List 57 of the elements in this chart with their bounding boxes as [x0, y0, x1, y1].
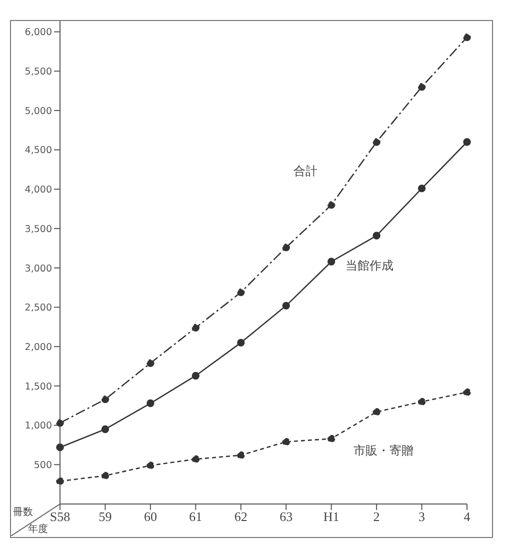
x-axis-title: 年度 [28, 522, 48, 536]
point [418, 398, 426, 406]
point [372, 408, 380, 416]
y-tick-label: 2,500 [24, 302, 52, 314]
point [463, 33, 471, 42]
series-label: 当館作成 [345, 258, 394, 273]
point [282, 438, 290, 446]
point [463, 388, 471, 396]
point [418, 83, 426, 91]
point [237, 288, 245, 296]
x-tick-label: 3 [418, 509, 426, 524]
y-tick-label: 3,000 [24, 263, 52, 274]
point [56, 477, 64, 486]
point [237, 451, 245, 460]
point [327, 434, 336, 443]
y-tick-label: 1,000 [24, 420, 52, 432]
point [146, 462, 154, 470]
point [192, 455, 200, 463]
point [56, 419, 64, 427]
text: 合計 [293, 164, 318, 178]
x-tick-label: S58 [50, 509, 70, 524]
y-tick-label: 4,500 [24, 145, 52, 156]
x-tick-label: 4 [464, 509, 471, 524]
point [101, 425, 110, 434]
y-tick-label: 4,000 [24, 184, 52, 196]
x-tick-label: 61 [189, 509, 202, 524]
y-tick-label: 3,500 [24, 224, 52, 235]
y-tick-label: 5,500 [24, 66, 52, 78]
point [418, 184, 426, 192]
point [327, 258, 336, 266]
y-axis-title: 冊数 [13, 506, 33, 519]
x-tick-label: 59 [98, 509, 112, 524]
x-tick-label: H1 [323, 509, 340, 524]
point [101, 472, 110, 480]
point [101, 395, 110, 404]
x-tick-label: 60 [144, 509, 157, 524]
point [463, 138, 471, 146]
point [192, 324, 200, 332]
series-label: 市販・寄贈 [353, 444, 414, 458]
x-tick-label: 62 [234, 509, 248, 524]
y-tick-label: 1,500 [24, 381, 52, 392]
y-tick-label: 500 [34, 460, 52, 472]
y-tick-label: 2,000 [24, 342, 52, 353]
point [146, 359, 154, 367]
point [327, 201, 336, 209]
point [237, 338, 245, 347]
point [56, 443, 64, 452]
x-tick-label: 63 [280, 509, 293, 524]
y-tick-label: 6,000 [24, 27, 52, 38]
point [146, 399, 154, 408]
y-tick-label: 5,000 [24, 106, 52, 117]
point [372, 232, 380, 240]
point [282, 244, 290, 252]
point [192, 372, 200, 380]
point [282, 302, 290, 310]
point [372, 138, 380, 146]
x-tick-label: 2 [373, 509, 380, 524]
